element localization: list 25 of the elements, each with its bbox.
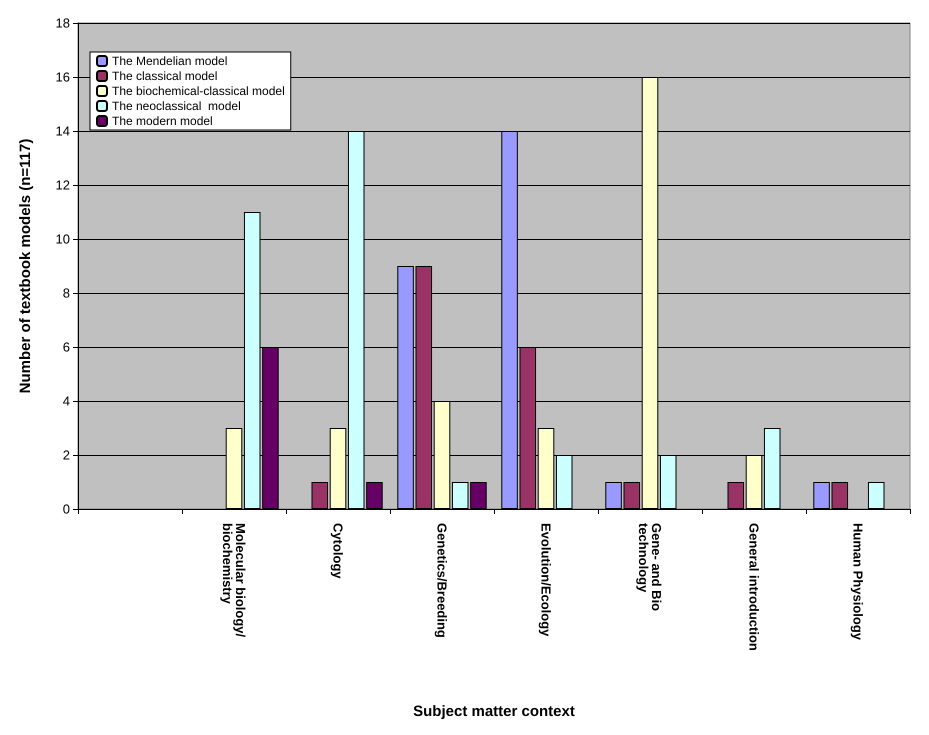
y-tick-label: 6	[62, 340, 70, 354]
legend-label: The classical model	[112, 69, 218, 83]
legend-label: The biochemical-classical model	[112, 84, 285, 98]
y-tick-label: 4	[62, 394, 70, 408]
legend-label: The neoclassical model	[112, 99, 241, 113]
y-tick-label: 2	[62, 448, 70, 462]
x-tick-label: Genetics/Breeding	[434, 523, 450, 638]
y-axis-title: Number of textbook models (n=117)	[17, 138, 34, 394]
x-tick-label: Evolution/Ecology	[538, 523, 554, 638]
x-tick-label: Cytology	[330, 523, 346, 580]
legend-label: The Mendelian model	[112, 54, 228, 68]
y-tick-label: 16	[56, 70, 70, 84]
y-tick-label: 14	[56, 124, 70, 138]
legend-label: The modern model	[112, 114, 213, 128]
y-tick-label: 18	[56, 16, 70, 30]
x-tick-label: Human Physiology	[850, 523, 866, 641]
bar	[868, 482, 884, 509]
x-tick-label: Gene- and Bio technology	[636, 523, 664, 615]
x-axis-title: Subject matter context	[413, 703, 575, 720]
y-tick-label: 10	[56, 232, 70, 246]
x-tick-label: Molecular biology/biochemistry	[220, 523, 248, 638]
y-tick-label: 12	[56, 178, 70, 192]
y-tick-label: 0	[62, 502, 70, 516]
y-tick-label: 8	[62, 286, 70, 300]
x-tick-label: General introduction	[746, 523, 762, 651]
